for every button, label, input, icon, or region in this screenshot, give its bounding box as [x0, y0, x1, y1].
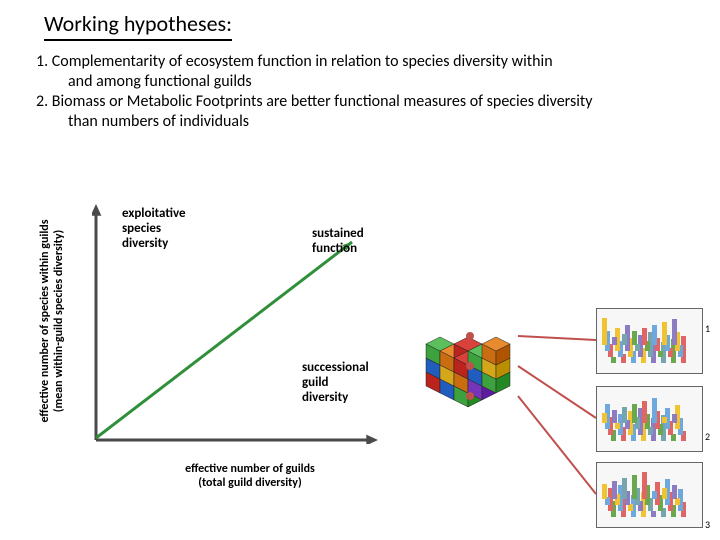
- hypothesis-item: 2. Biomass or Metabolic Footprints are b…: [36, 92, 696, 132]
- thumbnail-chart: [596, 386, 703, 452]
- page-title: Working hypotheses:: [44, 10, 232, 41]
- hypothesis-item: 1. Complementarity of ecosystem function…: [36, 52, 696, 92]
- annot-sustained: sustainedfunction: [312, 226, 364, 256]
- thumbnail-number: 3: [705, 518, 710, 531]
- thumbnail-chart: [596, 462, 703, 528]
- annot-successional: successionalguilddiversity: [302, 360, 369, 405]
- cube-graphic: [404, 298, 524, 418]
- hypotheses-list: 1. Complementarity of ecosystem function…: [36, 52, 696, 132]
- x-axis-label: effective number of guilds(total guild d…: [150, 462, 350, 490]
- y-axis-label: effective number of species within guild…: [38, 198, 66, 444]
- thumbnail-chart: [596, 308, 703, 374]
- thumbnail-number: 1: [705, 322, 710, 335]
- annot-exploitative: exploitativespeciesdiversity: [122, 206, 186, 251]
- thumbnail-number: 2: [705, 430, 710, 443]
